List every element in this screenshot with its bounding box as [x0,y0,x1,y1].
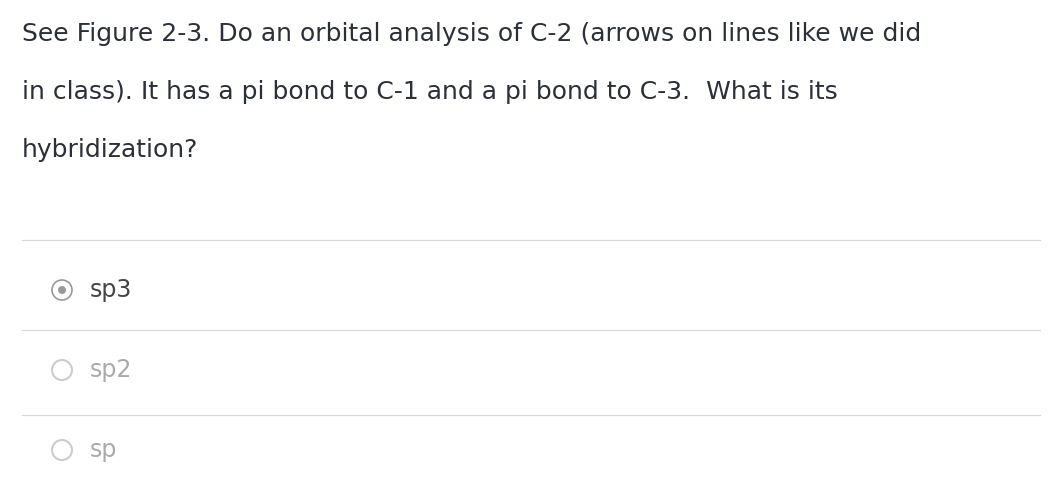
Text: sp2: sp2 [90,358,132,382]
Text: sp: sp [90,438,117,462]
Text: in class). It has a pi bond to C-1 and a pi bond to C-3.  What is its: in class). It has a pi bond to C-1 and a… [22,80,837,104]
Text: See Figure 2-3. Do an orbital analysis of C-2 (arrows on lines like we did: See Figure 2-3. Do an orbital analysis o… [22,22,921,46]
Text: sp3: sp3 [90,278,132,302]
Circle shape [58,286,66,294]
Text: hybridization?: hybridization? [22,138,198,162]
